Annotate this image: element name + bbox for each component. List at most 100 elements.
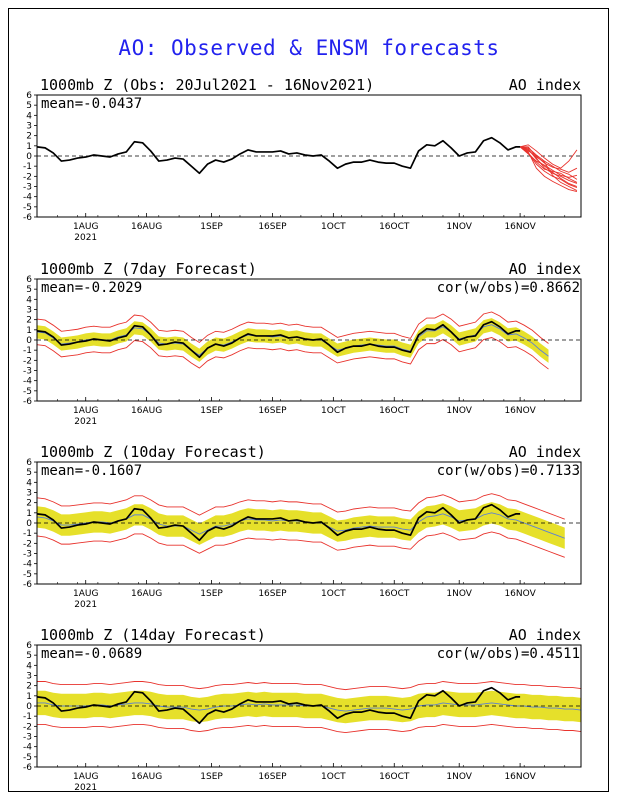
ensemble-member-line xyxy=(519,146,578,173)
y-tick-label: -1 xyxy=(23,346,32,356)
y-tick-label: 5 xyxy=(26,101,32,111)
x-tick-label: 16AUG xyxy=(131,406,162,416)
x-tick-label: 16OCT xyxy=(379,772,410,782)
x-tick-label: 1NOV xyxy=(446,222,472,232)
y-tick-label: 0 xyxy=(26,519,32,529)
y-tick-label: -3 xyxy=(23,733,32,743)
y-tick-label: 4 xyxy=(26,478,32,488)
y-tick-label: -2 xyxy=(23,722,32,732)
mean-label: mean=-0.0437 xyxy=(41,96,142,112)
y-tick-label: -2 xyxy=(23,539,32,549)
panel-title: 1000mb Z (14day Forecast) xyxy=(40,626,266,644)
x-tick-label: 16AUG xyxy=(131,589,162,599)
ao-index-label: AO index xyxy=(509,443,581,461)
x-tick-label: 16OCT xyxy=(379,589,410,599)
y-tick-label: 1 xyxy=(26,142,32,152)
y-tick-label: -6 xyxy=(23,763,32,773)
x-tick-label: 16OCT xyxy=(379,222,410,232)
observed-ao-line xyxy=(36,686,521,725)
y-tick-label: 5 xyxy=(26,285,32,295)
x-tick-label: 16NOV xyxy=(504,772,536,782)
x-tick-label: 16SEP xyxy=(258,222,287,232)
y-tick-label: -5 xyxy=(23,753,32,763)
mean-label: mean=-0.1607 xyxy=(41,463,142,479)
year-label: 2021 xyxy=(74,233,97,243)
y-tick-label: 1 xyxy=(26,509,32,519)
mean-label: mean=-0.2029 xyxy=(41,280,142,296)
year-label: 2021 xyxy=(74,783,97,793)
forecast-spread-band xyxy=(37,690,581,724)
y-tick-label: 2 xyxy=(26,316,32,326)
x-tick-label: 16AUG xyxy=(131,772,162,782)
x-tick-label: 1NOV xyxy=(446,772,472,782)
y-tick-label: -4 xyxy=(23,377,32,387)
y-tick-label: -3 xyxy=(23,367,32,377)
y-tick-label: -2 xyxy=(23,172,32,182)
x-tick-label: 16SEP xyxy=(258,772,287,782)
forecast-lower-envelope xyxy=(37,723,582,733)
page-title: AO: Observed & ENSM forecasts xyxy=(118,36,500,60)
x-tick-label: 16SEP xyxy=(258,406,287,416)
y-tick-label: 1 xyxy=(26,692,32,702)
forecast-upper-envelope xyxy=(36,493,565,520)
y-tick-label: -1 xyxy=(23,162,32,172)
x-tick-label: 1SEP xyxy=(200,772,223,782)
x-tick-label: 1NOV xyxy=(446,589,472,599)
x-tick-label: 1SEP xyxy=(200,222,223,232)
y-tick-label: -2 xyxy=(23,356,32,366)
y-tick-label: 3 xyxy=(26,306,32,316)
forecast-spread-band xyxy=(37,502,565,549)
y-tick-label: -6 xyxy=(23,580,32,590)
y-tick-label: 1 xyxy=(26,326,32,336)
y-tick-label: 3 xyxy=(26,672,32,682)
forecast-lower-envelope xyxy=(36,337,549,370)
y-tick-label: -1 xyxy=(23,712,32,722)
y-tick-label: 6 xyxy=(26,91,32,101)
year-label: 2021 xyxy=(74,417,97,427)
forecast-lower-envelope xyxy=(36,531,565,558)
y-tick-label: 6 xyxy=(26,458,32,468)
y-tick-label: 0 xyxy=(26,152,32,162)
ao-index-label: AO index xyxy=(509,626,581,644)
ensemble-member-line xyxy=(519,146,578,183)
x-tick-label: 16AUG xyxy=(131,222,162,232)
y-tick-label: -4 xyxy=(23,560,32,570)
x-tick-label: 16NOV xyxy=(504,406,536,416)
y-tick-label: -5 xyxy=(23,570,32,580)
y-tick-label: 5 xyxy=(26,651,32,661)
mean-label: mean=-0.0689 xyxy=(41,646,142,662)
ensemble-member-line xyxy=(520,146,578,191)
x-tick-label: 1SEP xyxy=(200,589,223,599)
ensemble-member-line xyxy=(520,146,578,180)
correlation-label: cor(w/obs)=0.8662 xyxy=(437,280,580,296)
x-tick-label: 1OCT xyxy=(321,222,346,232)
y-tick-label: -3 xyxy=(23,550,32,560)
panel-title: 1000mb Z (7day Forecast) xyxy=(40,260,257,278)
y-tick-label: -6 xyxy=(23,397,32,407)
x-tick-label: 1AUG xyxy=(73,222,98,232)
y-tick-label: -1 xyxy=(23,529,32,539)
correlation-label: cor(w/obs)=0.7133 xyxy=(437,463,580,479)
x-tick-label: 1AUG xyxy=(73,772,98,782)
y-tick-label: -4 xyxy=(23,193,32,203)
ensemble-member-line xyxy=(519,144,578,169)
x-tick-label: 1OCT xyxy=(321,589,346,599)
observed-ao-line xyxy=(36,320,521,359)
x-tick-label: 1AUG xyxy=(73,406,98,416)
y-tick-label: 3 xyxy=(26,122,32,132)
y-tick-label: 2 xyxy=(26,132,32,142)
y-tick-label: -3 xyxy=(23,183,32,193)
y-tick-label: -5 xyxy=(23,203,32,213)
x-tick-label: 16SEP xyxy=(258,589,287,599)
ao-index-label: AO index xyxy=(509,260,581,278)
correlation-label: cor(w/obs)=0.4511 xyxy=(437,646,580,662)
forecast-upper-envelope xyxy=(36,311,549,344)
y-tick-label: -6 xyxy=(23,213,32,223)
y-tick-label: 0 xyxy=(26,336,32,346)
y-tick-label: 3 xyxy=(26,489,32,499)
